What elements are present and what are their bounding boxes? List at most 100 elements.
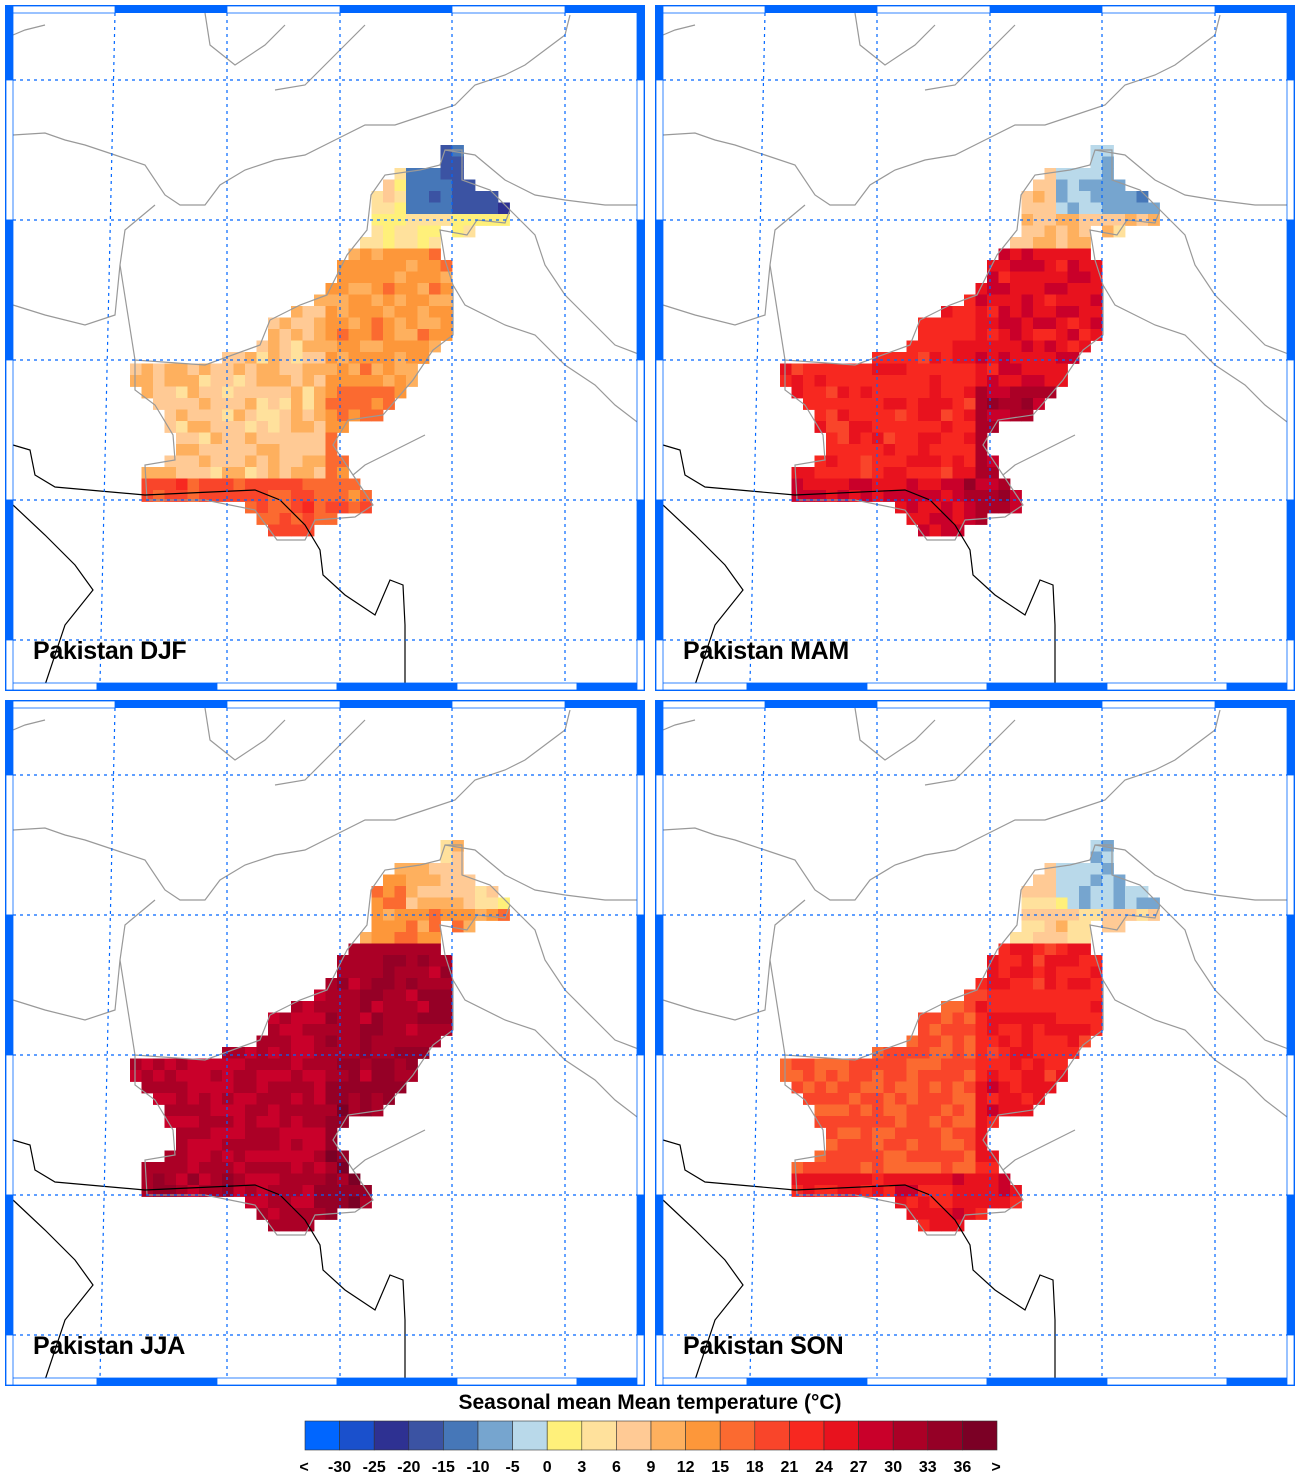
grid-cell (187, 421, 200, 433)
grid-cell (452, 191, 464, 203)
grid-cell (394, 978, 407, 990)
grid-cell (1033, 398, 1045, 410)
grid-cell (268, 329, 280, 341)
grid-cell (417, 202, 430, 215)
grid-cell (337, 467, 349, 479)
frame-segment (451, 700, 566, 709)
grid-cell (360, 317, 372, 330)
grid-cell (929, 490, 942, 502)
grid-cell (440, 317, 453, 330)
grid-cell (1067, 306, 1080, 318)
grid-cell (279, 1219, 292, 1232)
grid-cell (849, 1093, 861, 1105)
grid-cell (860, 421, 873, 433)
grid-cell (279, 1024, 292, 1036)
grid-cell (1010, 1081, 1022, 1094)
grid-cell (998, 978, 1011, 990)
grid-cell (233, 490, 246, 502)
grid-cell (452, 225, 464, 238)
grid-cell (1079, 317, 1091, 330)
grid-cell (975, 467, 988, 479)
grid-cell (964, 513, 976, 525)
country-border (1102, 979, 1292, 1121)
country-border (119, 264, 136, 361)
grid-cell (348, 283, 361, 295)
grid-cell (814, 1116, 827, 1128)
grid-cell (1148, 897, 1160, 910)
grid-cell (199, 490, 211, 502)
grid-cell (199, 421, 211, 433)
grid-cell (872, 1104, 884, 1117)
grid-cell (291, 1024, 303, 1036)
coastline (662, 1139, 1056, 1380)
grid-cell (164, 375, 177, 387)
grid-cell (256, 1047, 269, 1059)
grid-cell (1021, 317, 1034, 330)
grid-cell (279, 375, 292, 387)
grid-cell (964, 306, 976, 318)
grid-cell (348, 1035, 361, 1048)
grid-cell (826, 1127, 838, 1140)
frame-segment (216, 1377, 338, 1386)
grid-cell (1090, 840, 1103, 852)
grid-cell (906, 1116, 919, 1128)
grid-cell (941, 1070, 953, 1082)
frame-segment (5, 1194, 14, 1336)
grid-cell (1044, 283, 1057, 295)
grid-cell (964, 1173, 976, 1186)
grid-cell (975, 1127, 988, 1140)
grid-cell (1090, 179, 1103, 192)
grid-cell (302, 513, 315, 525)
grid-cell (1125, 202, 1137, 215)
grid-cell (1021, 966, 1034, 979)
grid-cell (883, 1047, 896, 1059)
grid-cell (325, 467, 338, 479)
grid-cell (245, 386, 257, 399)
grid-cell (164, 1150, 177, 1163)
grid-cell (291, 1001, 303, 1013)
grid-cell (417, 168, 430, 180)
grid-cell (314, 306, 326, 318)
grid-cell (222, 386, 234, 399)
grid-cell (429, 179, 441, 192)
grid-cell (371, 248, 384, 261)
grid-cell (895, 455, 907, 468)
grid-cell (952, 1035, 965, 1048)
grid-cell (337, 1012, 349, 1025)
grid-cell (998, 375, 1011, 387)
frame-segment (655, 359, 664, 501)
grid-cell (826, 1058, 838, 1071)
grid-cell (1021, 897, 1034, 910)
grid-cell (429, 1024, 441, 1036)
grid-cell (314, 1162, 326, 1174)
grid-cell (1021, 363, 1034, 376)
grid-cell (860, 1093, 873, 1105)
grid-cell (348, 398, 361, 410)
grid-cell (1010, 317, 1022, 330)
grid-cell (1090, 145, 1103, 157)
grid-cell (291, 1093, 303, 1105)
frame-segment (5, 700, 116, 709)
coastline (12, 1199, 94, 1381)
grid-cell (222, 490, 234, 502)
grid-cell (417, 1001, 430, 1013)
grid-cell (406, 1058, 418, 1071)
grid-cell (1067, 191, 1080, 203)
grid-cell (233, 352, 246, 364)
grid-cell (1067, 874, 1080, 887)
grid-cell (325, 978, 338, 990)
grid-cell (1067, 1047, 1080, 1059)
grid-cell (1090, 989, 1103, 1002)
frame-segment (5, 700, 14, 776)
grid-cell (314, 1150, 326, 1163)
grid-cell (325, 363, 338, 376)
grid-cell (268, 363, 280, 376)
grid-cell (383, 943, 395, 956)
country-border (204, 707, 286, 761)
grid-cell (440, 214, 453, 226)
grid-cell (440, 145, 453, 157)
grid-cell (452, 168, 464, 180)
grid-cell (429, 340, 441, 353)
grid-cell (406, 863, 418, 875)
grid-cell (210, 1058, 223, 1071)
